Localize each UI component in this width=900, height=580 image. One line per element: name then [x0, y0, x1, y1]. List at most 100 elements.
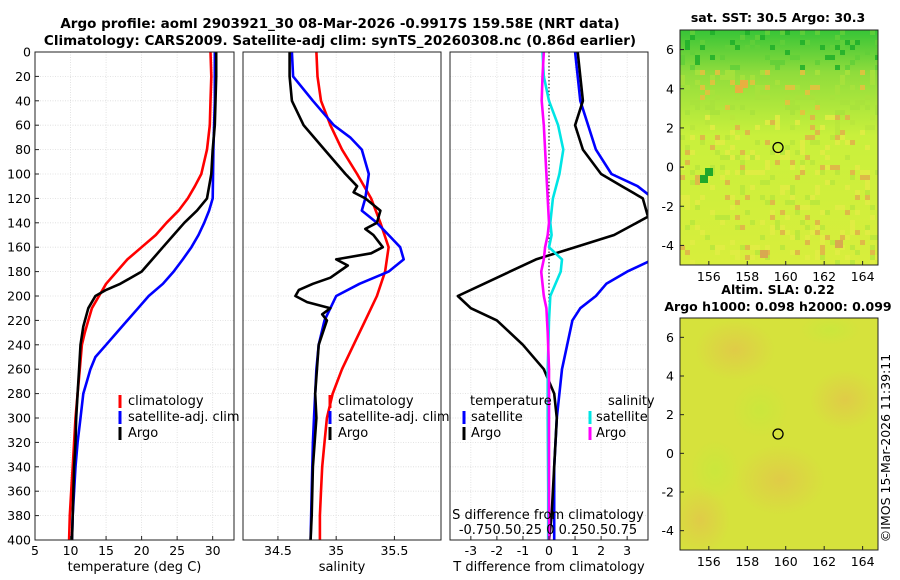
x-tick-label: 34.5 — [264, 543, 292, 558]
sst-pixel — [710, 90, 715, 95]
sst-pixel — [845, 210, 850, 215]
sst-pixel — [875, 170, 878, 175]
sst-pixel — [715, 70, 720, 75]
sst-pixel — [765, 120, 770, 125]
sst-pixel — [725, 75, 730, 80]
sst-pixel — [745, 130, 750, 135]
sst-pixel — [740, 80, 748, 88]
sst-pixel — [795, 205, 800, 210]
y-tick-label: 60 — [15, 118, 31, 133]
sst-pixel — [795, 120, 800, 125]
sst-pixel — [775, 160, 780, 165]
x-tick-label: 20 — [134, 543, 150, 558]
y-tick-label: -2 — [662, 485, 674, 500]
sst-pixel — [845, 40, 850, 45]
sst-pixel — [745, 155, 750, 160]
series-line-argo — [70, 52, 218, 540]
sst-pixel — [855, 165, 860, 170]
sst-pixel — [685, 145, 690, 150]
sst-pixel — [850, 245, 855, 250]
sst-pixel — [815, 60, 820, 65]
sst-pixel — [750, 220, 755, 225]
sst-pixel — [780, 190, 785, 195]
sst-pixel — [820, 170, 825, 175]
sst-pixel — [815, 190, 820, 195]
plot-frame — [34, 51, 235, 541]
sst-pixel — [855, 230, 860, 235]
sst-pixel — [680, 80, 685, 85]
sst-pixel — [825, 55, 830, 60]
sst-pixel — [830, 115, 835, 120]
sst-pixel — [850, 120, 855, 125]
x-tick-label: 1 — [571, 543, 579, 558]
sst-pixel — [710, 125, 715, 130]
sst-pixel — [845, 70, 850, 75]
sst-pixel — [700, 95, 705, 100]
sst-pixel — [875, 105, 878, 110]
sst-pixel — [740, 225, 745, 230]
sst-pixel — [765, 95, 770, 100]
sst-pixel — [695, 70, 700, 75]
sst-pixel — [690, 170, 695, 175]
sst-pixel — [770, 120, 775, 125]
legend-title: salinity — [608, 394, 655, 409]
x-tick-label: -3 — [465, 543, 477, 558]
sst-pixel — [720, 215, 725, 220]
sst-pixel — [685, 40, 690, 45]
sst-pixel — [730, 65, 735, 70]
sst-pixel — [735, 155, 740, 160]
sst-pixel — [845, 155, 850, 160]
sst-pixel — [735, 135, 740, 140]
sst-pixel — [815, 140, 820, 145]
sst-pixel — [710, 100, 715, 105]
sst-pixel — [805, 40, 810, 45]
sst-pixel — [790, 140, 795, 145]
sst-pixel — [780, 185, 785, 190]
x-tick-label: 10 — [63, 543, 79, 558]
sst-pixel — [810, 195, 815, 200]
sla-map-axes: 156 158 160 162 164 -4 -2 0 2 4 6 — [662, 330, 875, 569]
sst-pixel — [695, 55, 700, 60]
sst-pixel — [820, 245, 825, 250]
sst-pixel — [800, 110, 805, 115]
sst-pixel — [830, 95, 835, 100]
legend-label: Argo — [471, 426, 501, 441]
imos-watermark: ©IMOS 15-Mar-2026 11:39:11 — [878, 354, 893, 542]
sst-pixel — [820, 235, 825, 240]
y-tick-label: 220 — [7, 313, 31, 328]
sst-pixel — [770, 175, 775, 180]
sst-pixel — [835, 135, 840, 140]
sst-pixel — [790, 190, 795, 195]
sst-pixel — [805, 215, 810, 220]
sst-pixel — [775, 80, 780, 85]
sst-pixel — [820, 45, 825, 50]
legend-title: temperature — [470, 394, 552, 409]
x-axis-label: T difference from climatology — [452, 560, 645, 575]
sst-pixel — [870, 30, 875, 35]
sst-pixel — [840, 230, 845, 235]
title-line-1: Argo profile: aoml 2903921_30 08-Mar-202… — [60, 16, 619, 32]
sst-pixel — [825, 115, 830, 120]
sst-pixel — [730, 40, 735, 45]
sst-map-title: sat. SST: 30.5 Argo: 30.3 — [691, 10, 865, 25]
sst-pixel — [820, 250, 825, 255]
sst-pixel — [840, 80, 845, 85]
y-tick-label: -2 — [662, 199, 674, 214]
sst-pixel — [685, 225, 690, 230]
sst-pixel — [785, 85, 790, 90]
title-line-2: Climatology: CARS2009. Satellite-adj cli… — [44, 33, 636, 49]
x-tick-label: 162 — [812, 554, 836, 569]
sst-pixel — [840, 130, 845, 135]
y-tick-label: 6 — [666, 330, 674, 345]
difference-top-label: S difference from climatology — [452, 508, 644, 523]
sst-pixel — [840, 205, 845, 210]
sst-pixel — [790, 235, 795, 240]
sst-pixel — [690, 65, 695, 70]
x-tick-label: 35 — [328, 543, 344, 558]
x-tick-label: 160 — [774, 554, 798, 569]
sst-pixel — [740, 35, 745, 40]
sst-pixel — [875, 65, 878, 70]
sst-pixel — [845, 255, 850, 260]
sst-pixel — [775, 225, 780, 230]
sst-pixel — [775, 220, 780, 225]
